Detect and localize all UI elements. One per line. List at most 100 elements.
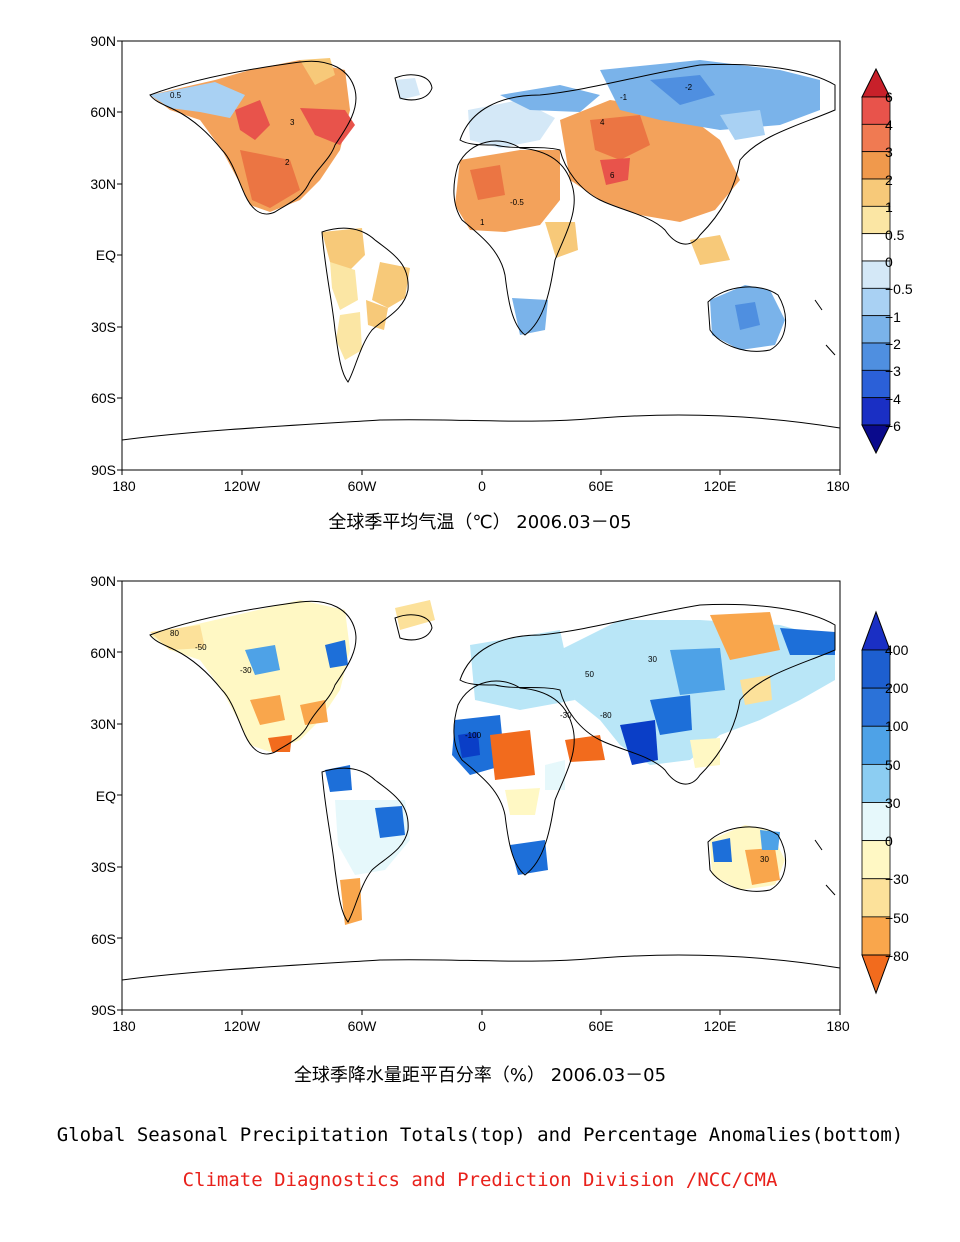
colorbar-box <box>861 123 891 153</box>
lon-tick-label: 180 <box>112 478 136 494</box>
colorbar-box <box>861 916 891 956</box>
lat-tick-label: EQ <box>96 788 116 804</box>
legend-label: 400 <box>885 642 909 658</box>
lat-tick-label: 90S <box>91 1002 116 1018</box>
contour-label: -100 <box>465 731 482 740</box>
precipitation-legend: 400 200 100 50 30 0 −30 −50 −80 <box>861 610 909 995</box>
shaded-region-asia <box>560 612 835 768</box>
legend-label: −2 <box>885 336 901 352</box>
shaded-region-africa-europe <box>455 85 600 335</box>
shaded-region-greenland <box>395 78 420 100</box>
lon-tick-label: 120W <box>224 1018 261 1034</box>
legend-label: 3 <box>885 144 893 160</box>
shaded-region-asia <box>560 60 820 265</box>
contour-label: 4 <box>600 118 605 127</box>
contour-label: 3 <box>290 118 295 127</box>
lon-tick-label: 60W <box>348 478 378 494</box>
lon-tick-label: 120E <box>704 478 737 494</box>
legend-label: −30 <box>885 871 909 887</box>
lat-tick-label: 90N <box>90 33 116 49</box>
legend-label: 30 <box>885 795 901 811</box>
contour-label: 1 <box>480 218 485 227</box>
colorbar-box <box>861 878 891 918</box>
colorbar-box <box>861 369 891 399</box>
contour-labels: 80 -50 -30 30 50 -80 -100 -30 30 <box>170 629 769 864</box>
colorbar-box <box>861 96 891 125</box>
legend-label: −1 <box>885 309 901 325</box>
lat-tick-label: 90N <box>90 573 116 589</box>
colorbar-box <box>861 649 891 689</box>
colorbar-lower-triangle <box>861 424 891 455</box>
contour-label: 2 <box>285 158 290 167</box>
lat-tick-label: 30S <box>91 319 116 335</box>
shaded-region-south-america <box>322 228 410 360</box>
lat-tick-label: 90S <box>91 462 116 478</box>
temperature-anomaly-map: 90N 60N 30N EQ 30S 60S 90S 180 120W 60W … <box>90 33 913 494</box>
lat-tick-label: 60N <box>90 104 116 120</box>
shaded-region-north-america <box>150 600 435 752</box>
legend-label: −0.5 <box>885 281 913 297</box>
contour-label: -50 <box>195 643 207 652</box>
legend-label: 0.5 <box>885 227 905 243</box>
colorbar-box <box>861 725 891 765</box>
contour-label: -2 <box>685 83 693 92</box>
contour-label: 50 <box>585 670 594 679</box>
lon-tick-label: 180 <box>826 1018 850 1034</box>
legend-label: −3 <box>885 363 901 379</box>
contour-label: 6 <box>610 171 615 180</box>
legend-label: −50 <box>885 910 909 926</box>
lon-tick-label: 0 <box>478 478 486 494</box>
legend-label: 200 <box>885 680 909 696</box>
lon-tick-label: 120E <box>704 1018 737 1034</box>
contour-label: -30 <box>240 666 252 675</box>
legend-label: 0 <box>885 254 893 270</box>
shaded-region-africa-europe <box>452 630 605 875</box>
precipitation-map-caption: 全球季降水量距平百分率（%） 2006.03－05 <box>293 1065 667 1086</box>
lat-tick-label: EQ <box>96 247 116 263</box>
lat-tick-label: 30N <box>90 716 116 732</box>
contour-label: -80 <box>600 711 612 720</box>
coastlines <box>122 600 840 981</box>
legend-label: 6 <box>885 89 893 105</box>
lon-tick-label: 120W <box>224 478 261 494</box>
colorbar-box <box>861 397 891 426</box>
contour-label: -30 <box>560 711 572 720</box>
temperature-map-caption: 全球季平均气温（℃） 2006.03－05 <box>328 512 632 533</box>
shaded-region-australia <box>710 285 785 350</box>
legend-label: 100 <box>885 718 909 734</box>
contour-label: 30 <box>760 855 769 864</box>
axis-ticks <box>117 580 841 1015</box>
contour-label: 30 <box>648 655 657 664</box>
lat-tick-label: 60S <box>91 390 116 406</box>
legend-label: 4 <box>885 117 893 133</box>
colorbar-box <box>861 840 891 880</box>
legend-label: −6 <box>885 418 901 434</box>
contour-label: -0.5 <box>510 198 524 207</box>
precipitation-anomaly-map: 90N 60N 30N EQ 30S 60S 90S 180 120W 60W … <box>90 573 909 1034</box>
coastlines <box>122 60 840 441</box>
temperature-legend: 6 4 3 2 1 0.5 0 −0.5 −1 −2 −3 −4 −6 <box>861 67 913 455</box>
lat-axis: 90N 60N 30N EQ 30S 60S 90S <box>90 33 116 478</box>
lat-tick-label: 60N <box>90 645 116 661</box>
legend-label: 0 <box>885 833 893 849</box>
lon-tick-label: 180 <box>826 478 850 494</box>
lon-axis: 180 120W 60W 0 60E 120E 180 <box>112 1018 850 1034</box>
lon-tick-label: 0 <box>478 1018 486 1034</box>
lon-axis: 180 120W 60W 0 60E 120E 180 <box>112 478 850 494</box>
lat-tick-label: 60S <box>91 931 116 947</box>
legend-label: 50 <box>885 757 901 773</box>
colorbar-box <box>861 287 891 317</box>
footer-title: Global Seasonal Precipitation Totals(top… <box>56 1124 904 1146</box>
lat-tick-label: 30N <box>90 176 116 192</box>
legend-label: 1 <box>885 199 893 215</box>
colorbar-box <box>861 315 891 344</box>
lat-axis: 90N 60N 30N EQ 30S 60S 90S <box>90 573 116 1018</box>
colorbar-box <box>861 802 891 842</box>
shaded-region-south-america <box>325 765 410 925</box>
lon-tick-label: 180 <box>112 1018 136 1034</box>
lon-tick-label: 60E <box>589 1018 614 1034</box>
axis-ticks <box>117 40 841 475</box>
lon-tick-label: 60E <box>589 478 614 494</box>
shaded-region-australia <box>710 825 785 890</box>
